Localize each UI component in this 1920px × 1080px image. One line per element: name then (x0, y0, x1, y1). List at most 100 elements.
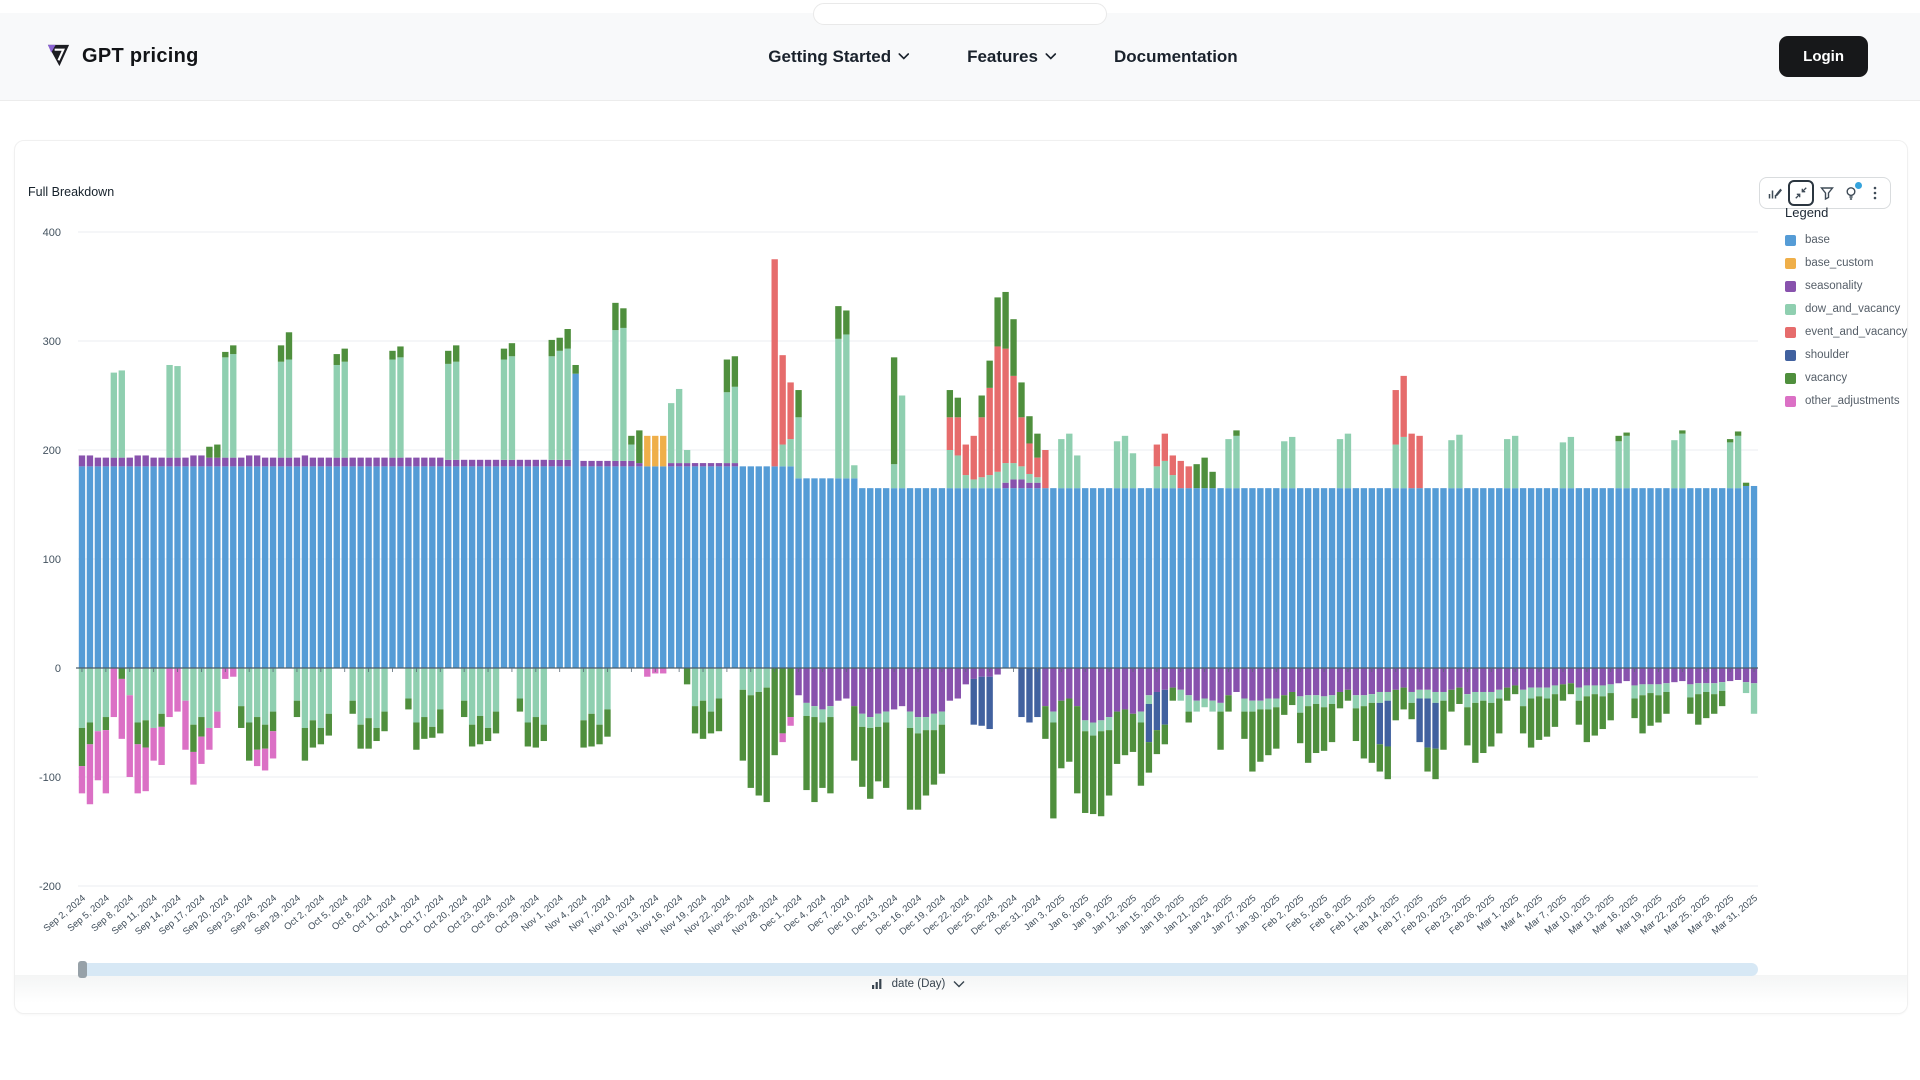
bar-segment-seasonality[interactable] (1480, 668, 1487, 692)
bar-segment-dow_and_vacancy[interactable] (1480, 691, 1487, 701)
bar-segment-base[interactable] (1113, 488, 1121, 668)
bar-segment-vacancy[interactable] (1265, 709, 1272, 756)
bar-segment-vacancy[interactable] (373, 727, 380, 742)
bar-segment-event_and_vacancy[interactable] (986, 387, 993, 476)
bar-segment-base[interactable] (1623, 488, 1630, 668)
bar-segment-seasonality[interactable] (731, 463, 739, 467)
bar-segment-base_custom[interactable] (660, 435, 667, 467)
bar-segment-base[interactable] (1129, 488, 1137, 668)
bar-segment-vacancy[interactable] (1201, 457, 1208, 489)
bar-segment-seasonality[interactable] (1129, 668, 1137, 714)
bar-segment-dow_and_vacancy[interactable] (1448, 440, 1455, 489)
bar-segment-vacancy[interactable] (1663, 691, 1670, 714)
bar-segment-seasonality[interactable] (397, 457, 404, 467)
bar-segment-seasonality[interactable] (460, 459, 468, 467)
bar-segment-base[interactable] (827, 478, 834, 668)
bar-segment-base[interactable] (1527, 488, 1535, 668)
bar-segment-seasonality[interactable] (875, 668, 882, 714)
bar-segment-seasonality[interactable] (1496, 668, 1503, 690)
bar-segment-vacancy[interactable] (1217, 711, 1224, 750)
bar-segment-seasonality[interactable] (1042, 668, 1049, 707)
bar-segment-event_and_vacancy[interactable] (954, 417, 961, 456)
bar-segment-base[interactable] (675, 466, 683, 668)
bar-segment-vacancy[interactable] (1695, 694, 1702, 725)
bar-segment-base[interactable] (158, 466, 165, 668)
bar-segment-seasonality[interactable] (1273, 668, 1280, 699)
bar-segment-vacancy[interactable] (389, 350, 396, 360)
bar-segment-seasonality[interactable] (1392, 668, 1399, 690)
bar-segment-vacancy[interactable] (1137, 722, 1145, 786)
bar-segment-dow_and_vacancy[interactable] (1018, 466, 1025, 480)
bar-segment-seasonality[interactable] (1671, 668, 1678, 683)
bar-segment-dow_and_vacancy[interactable] (962, 475, 969, 489)
bar-segment-dow_and_vacancy[interactable] (898, 395, 906, 489)
bar-segment-dow_and_vacancy[interactable] (1671, 440, 1678, 489)
bar-segment-vacancy[interactable] (397, 346, 404, 358)
bar-segment-vacancy[interactable] (1296, 712, 1304, 744)
bar-segment-dow_and_vacancy[interactable] (365, 668, 372, 719)
bar-segment-base[interactable] (1089, 488, 1097, 668)
bar-segment-seasonality[interactable] (1304, 668, 1312, 696)
bar-segment-dow_and_vacancy[interactable] (1352, 695, 1360, 709)
bar-segment-base[interactable] (1010, 488, 1017, 668)
bar-segment-vacancy[interactable] (851, 706, 858, 761)
bar-segment-base[interactable] (1193, 488, 1200, 668)
bar-segment-vacancy[interactable] (142, 720, 149, 748)
bar-segment-seasonality[interactable] (1193, 668, 1200, 701)
bar-segment-base[interactable] (357, 466, 364, 668)
bar-segment-seasonality[interactable] (970, 668, 977, 679)
bar-segment-base[interactable] (1400, 488, 1407, 668)
bar-segment-base[interactable] (1424, 488, 1431, 668)
bar-segment-other_adjustments[interactable] (174, 668, 181, 712)
bar-segment-seasonality[interactable] (986, 668, 993, 677)
bar-segment-seasonality[interactable] (1742, 668, 1750, 683)
bar-segment-seasonality[interactable] (1440, 668, 1447, 692)
bar-segment-base[interactable] (811, 478, 818, 668)
bar-segment-dow_and_vacancy[interactable] (1615, 441, 1622, 489)
bar-segment-dow_and_vacancy[interactable] (763, 668, 770, 688)
bar-segment-seasonality[interactable] (1726, 668, 1734, 682)
bar-segment-vacancy[interactable] (1209, 471, 1216, 489)
bar-segment-vacancy[interactable] (986, 360, 993, 388)
bar-segment-base[interactable] (946, 488, 954, 668)
bar-segment-dow_and_vacancy[interactable] (1511, 435, 1519, 489)
bar-segment-vacancy[interactable] (301, 727, 309, 761)
bar-segment-dow_and_vacancy[interactable] (238, 668, 245, 707)
bar-segment-seasonality[interactable] (1233, 668, 1240, 692)
bar-segment-vacancy[interactable] (1480, 700, 1487, 754)
bar-segment-dow_and_vacancy[interactable] (596, 668, 603, 725)
bar-segment-vacancy[interactable] (214, 444, 221, 458)
bar-segment-other_adjustments[interactable] (198, 736, 205, 764)
bar-segment-dow_and_vacancy[interactable] (1193, 700, 1200, 712)
bar-segment-vacancy[interactable] (1607, 693, 1614, 721)
bar-segment-base[interactable] (763, 466, 770, 668)
bar-segment-seasonality[interactable] (898, 668, 906, 707)
bar-segment-dow_and_vacancy[interactable] (524, 668, 532, 723)
bar-segment-shoulder[interactable] (1384, 700, 1391, 747)
bar-segment-base[interactable] (890, 488, 898, 668)
bar-segment-dow_and_vacancy[interactable] (174, 366, 181, 458)
bar-segment-base[interactable] (1344, 488, 1352, 668)
bar-segment-base[interactable] (1416, 488, 1423, 668)
bar-segment-vacancy[interactable] (1456, 687, 1463, 704)
bar-segment-dow_and_vacancy[interactable] (397, 357, 404, 458)
bar-segment-dow_and_vacancy[interactable] (1607, 684, 1614, 694)
bar-segment-base[interactable] (1607, 488, 1614, 668)
bar-segment-dow_and_vacancy[interactable] (580, 668, 587, 721)
bar-segment-base[interactable] (134, 466, 141, 668)
bar-segment-base[interactable] (859, 488, 866, 668)
bar-segment-vacancy[interactable] (1496, 698, 1503, 734)
bar-segment-other_adjustments[interactable] (644, 668, 651, 677)
bar-segment-dow_and_vacancy[interactable] (516, 668, 524, 699)
bar-segment-dow_and_vacancy[interactable] (1058, 439, 1065, 489)
bar-segment-vacancy[interactable] (1066, 698, 1073, 762)
bar-segment-dow_and_vacancy[interactable] (1416, 689, 1423, 699)
bar-segment-seasonality[interactable] (1225, 668, 1232, 696)
bar-segment-vacancy[interactable] (1161, 724, 1169, 745)
bar-segment-vacancy[interactable] (1742, 482, 1750, 486)
bar-segment-event_and_vacancy[interactable] (1400, 375, 1407, 437)
bar-segment-seasonality[interactable] (373, 457, 380, 467)
bar-segment-dow_and_vacancy[interactable] (1703, 683, 1710, 692)
bar-segment-dow_and_vacancy[interactable] (150, 668, 157, 728)
bar-segment-base[interactable] (588, 466, 595, 668)
